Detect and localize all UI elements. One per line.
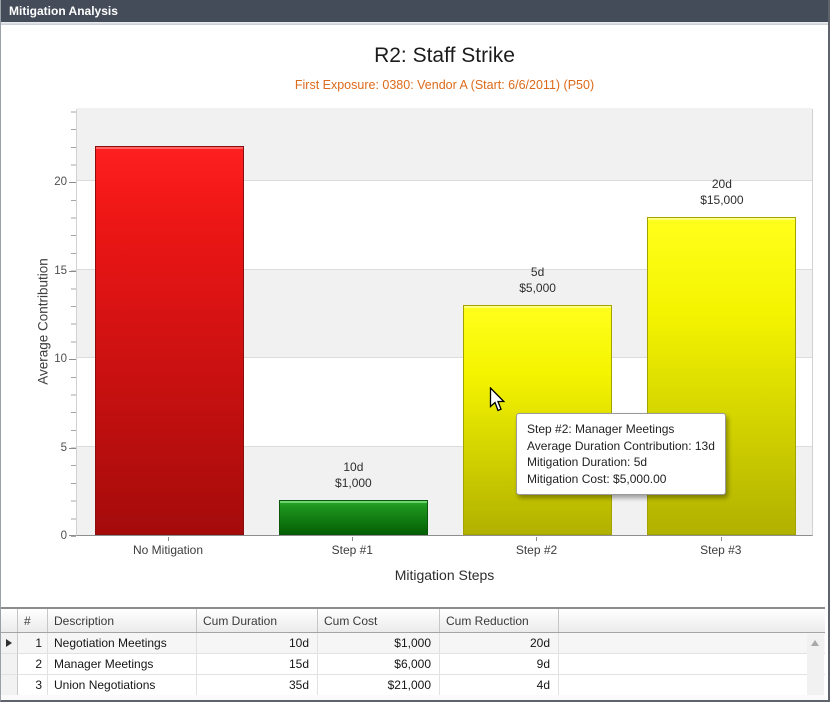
x-category-step-2: Step #2 <box>515 543 558 557</box>
chart-title: R2: Staff Strike <box>374 44 515 67</box>
row-indicator-cell[interactable] <box>1 675 18 696</box>
gridline-5 <box>77 445 812 447</box>
column-header-cum-reduction[interactable]: Cum Reduction <box>440 609 559 632</box>
x-category-step-1: Step #1 <box>331 543 373 557</box>
cell-num[interactable]: 1 <box>18 633 48 654</box>
cell-cum-duration[interactable]: 15d <box>197 654 318 675</box>
cell-filler <box>559 633 825 654</box>
cell-cum-cost[interactable]: $1,000 <box>318 633 440 654</box>
y-tick-0 <box>69 535 76 536</box>
titlebar-separator <box>1 22 828 25</box>
y-tick-20 <box>69 182 76 184</box>
scrollbar-up-arrow-icon[interactable] <box>811 640 819 646</box>
window-title: Mitigation Analysis <box>9 4 118 18</box>
chart-subtitle: First Exposure: 0380: Vendor A (Start: 6… <box>294 78 595 92</box>
tooltip-line: Mitigation Cost: $5,000.00 <box>527 471 667 486</box>
window-bottom-strip <box>1 695 825 700</box>
tooltip-line: Mitigation Duration: 5d <box>527 455 648 469</box>
x-category-step-3: Step #3 <box>700 543 742 557</box>
mouse-cursor-icon <box>489 387 506 412</box>
y-tick-label-10: 10 <box>54 353 67 365</box>
y-axis-minor-ticks <box>71 109 76 537</box>
y-tick-15 <box>69 270 76 272</box>
cell-cum-duration[interactable]: 10d <box>197 633 318 654</box>
cell-description[interactable]: Manager Meetings <box>48 654 197 675</box>
x-category-no-mitigation: No Mitigation <box>132 543 204 557</box>
bar-annotation-step-3: 20d $15,000 <box>700 176 744 207</box>
row-selector-header[interactable] <box>1 609 18 632</box>
cell-num[interactable]: 2 <box>18 654 48 675</box>
cell-cum-reduction[interactable]: 4d <box>440 675 559 696</box>
column-header-filler <box>559 609 825 632</box>
gridline-15 <box>77 268 812 270</box>
bar-annotation-step-1: 10d $1,000 <box>335 459 372 490</box>
y-tick-label-5: 5 <box>60 442 67 454</box>
mitigation-steps-table: # Description Cum Duration Cum Cost Cum … <box>1 607 825 697</box>
table-vertical-scrollbar[interactable] <box>807 634 824 697</box>
tooltip-line: Step #2: Manager Meetings <box>527 422 675 436</box>
bar-annotation-step-2: 5d $5,000 <box>519 265 556 296</box>
row-indicator-cell[interactable] <box>1 654 18 675</box>
y-tick-10 <box>69 359 76 360</box>
x-tick-no-mitigation <box>168 537 169 541</box>
cell-filler <box>559 654 825 675</box>
cell-cum-duration[interactable]: 35d <box>197 675 318 696</box>
x-tick-step-3 <box>721 537 722 541</box>
cell-description[interactable]: Union Negotiations <box>48 675 197 696</box>
y-tick-label-15: 15 <box>54 265 67 277</box>
x-tick-step-2 <box>536 537 537 541</box>
y-tick-5 <box>69 447 76 449</box>
gridline-10 <box>77 357 812 359</box>
window-titlebar[interactable]: Mitigation Analysis <box>1 0 828 22</box>
current-row-arrow-icon <box>6 639 12 647</box>
y-tick-label-20: 20 <box>54 176 67 188</box>
gridline-20 <box>77 180 812 182</box>
column-header-num[interactable]: # <box>18 609 48 632</box>
row-indicator-cell[interactable] <box>1 633 18 654</box>
cell-cum-reduction[interactable]: 9d <box>440 654 559 675</box>
tooltip-line: Average Duration Contribution: 13d <box>527 438 715 453</box>
bar-step-1[interactable] <box>278 499 428 535</box>
chart-tooltip: Step #2: Manager Meetings Average Durati… <box>516 413 726 495</box>
bar-no-mitigation[interactable] <box>94 145 244 535</box>
x-tick-step-1 <box>352 537 353 541</box>
cell-filler <box>559 675 825 696</box>
cell-description[interactable]: Negotiation Meetings <box>48 633 197 654</box>
table-row[interactable]: 3 Union Negotiations 35d $21,000 4d <box>1 675 825 696</box>
cell-cum-cost[interactable]: $21,000 <box>318 675 440 696</box>
y-tick-label-0: 0 <box>60 530 67 542</box>
x-axis-title: Mitigation Steps <box>394 567 495 583</box>
table-header-row: # Description Cum Duration Cum Cost Cum … <box>1 609 825 633</box>
table-row[interactable]: 2 Manager Meetings 15d $6,000 9d <box>1 654 825 675</box>
column-header-description[interactable]: Description <box>48 609 197 632</box>
table-row[interactable]: 1 Negotiation Meetings 10d $1,000 20d <box>1 633 825 654</box>
column-header-cum-cost[interactable]: Cum Cost <box>318 609 440 632</box>
cell-cum-reduction[interactable]: 20d <box>440 633 559 654</box>
column-header-cum-duration[interactable]: Cum Duration <box>197 609 318 632</box>
plot-area: 10d $1,000 5d $5,000 20d $15,000 <box>76 108 813 536</box>
cell-cum-cost[interactable]: $6,000 <box>318 654 440 675</box>
cell-num[interactable]: 3 <box>18 675 48 696</box>
